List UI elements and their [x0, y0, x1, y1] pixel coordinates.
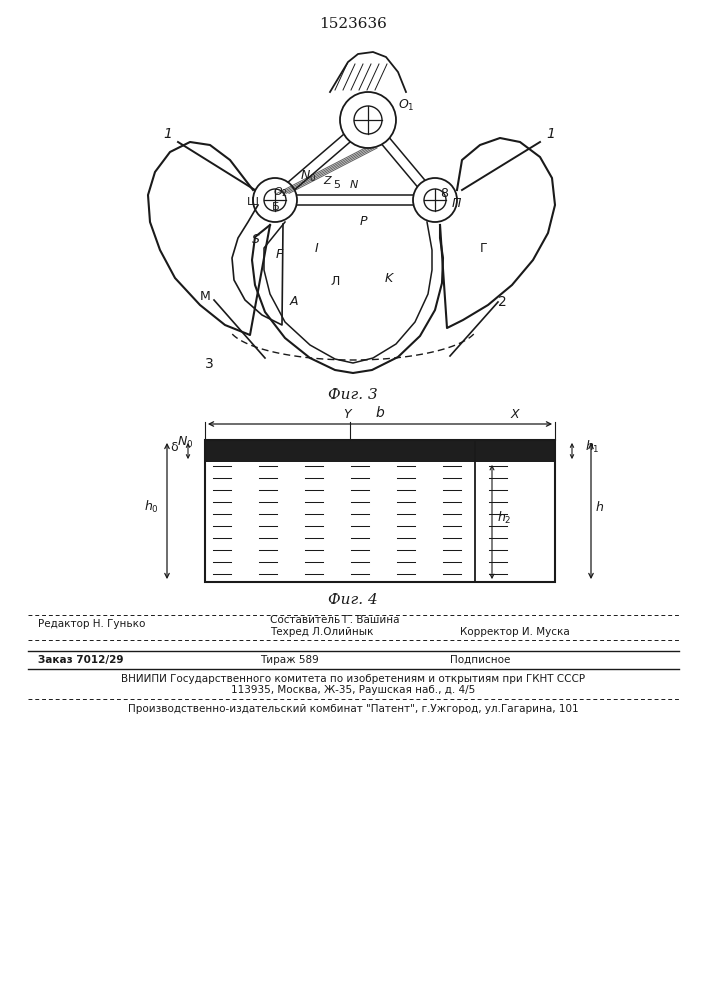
Text: S: S: [252, 233, 260, 246]
Text: h: h: [596, 501, 604, 514]
Text: Корректор И. Муска: Корректор И. Муска: [460, 627, 570, 637]
Text: M: M: [200, 290, 211, 303]
Text: X: X: [510, 408, 520, 421]
Text: $h_1$: $h_1$: [585, 439, 600, 455]
Text: Подписное: Подписное: [450, 655, 510, 665]
Text: Л: Л: [330, 275, 339, 288]
Text: Z: Z: [323, 176, 331, 186]
Bar: [206, 440, 554, 462]
Text: Фиг. 4: Фиг. 4: [328, 593, 378, 607]
Text: 2: 2: [498, 295, 507, 309]
Text: 8: 8: [440, 187, 448, 200]
Text: Составитель Г. Вашина: Составитель Г. Вашина: [270, 615, 399, 625]
Text: 5: 5: [333, 180, 340, 190]
Text: Фиг. 3: Фиг. 3: [328, 388, 378, 402]
Text: 1: 1: [163, 127, 172, 141]
Text: $O_2$: $O_2$: [273, 185, 288, 199]
Text: 1523636: 1523636: [319, 17, 387, 31]
Text: b: b: [375, 406, 385, 420]
Text: Техред Л.Олийнык: Техред Л.Олийнык: [270, 627, 373, 637]
Text: $h_2$: $h_2$: [497, 510, 512, 526]
Text: Б: Б: [272, 202, 280, 212]
Text: Заказ 7012/29: Заказ 7012/29: [38, 655, 124, 665]
Text: F: F: [276, 248, 284, 261]
Text: 113935, Москва, Ж-35, Раушская наб., д. 4/5: 113935, Москва, Ж-35, Раушская наб., д. …: [231, 685, 475, 695]
Bar: [205, 440, 555, 582]
Text: Г: Г: [480, 242, 488, 255]
Text: 1: 1: [546, 127, 555, 141]
Text: П: П: [452, 197, 462, 210]
Text: Производственно-издательский комбинат "Патент", г.Ужгород, ул.Гагарина, 101: Производственно-издательский комбинат "П…: [128, 704, 578, 714]
Text: $O_1$: $O_1$: [398, 98, 414, 113]
Text: K: K: [385, 272, 393, 285]
Text: N: N: [350, 180, 358, 190]
Text: A: A: [290, 295, 298, 308]
Text: Тираж 589: Тираж 589: [260, 655, 319, 665]
Text: P: P: [360, 215, 368, 228]
Text: δ: δ: [170, 441, 178, 454]
Text: Y: Y: [343, 408, 351, 421]
Text: 3: 3: [205, 357, 214, 371]
Text: Редактор Н. Гунько: Редактор Н. Гунько: [38, 619, 146, 629]
Text: $N_0$: $N_0$: [300, 169, 316, 184]
Text: $N_0$: $N_0$: [177, 434, 193, 450]
Text: ВНИИПИ Государственного комитета по изобретениям и открытиям при ГКНТ СССР: ВНИИПИ Государственного комитета по изоб…: [121, 674, 585, 684]
Text: $h_0$: $h_0$: [144, 499, 158, 515]
Text: Ш: Ш: [247, 197, 259, 207]
Text: I: I: [315, 242, 319, 255]
